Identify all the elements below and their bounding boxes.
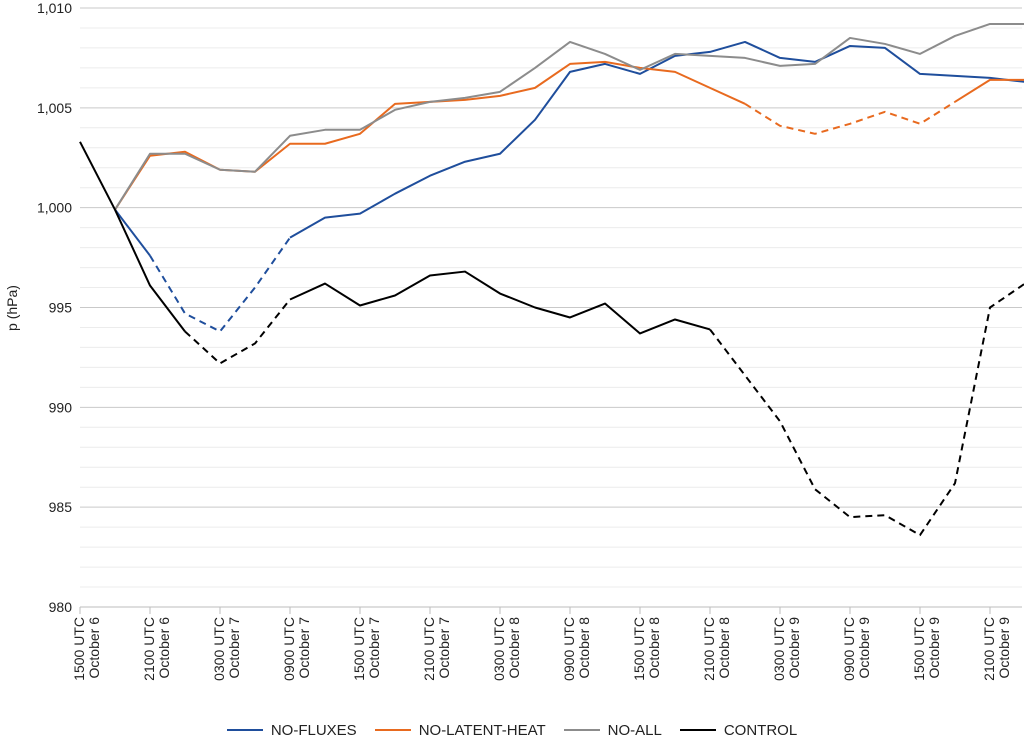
- legend-item: NO-FLUXES: [226, 721, 357, 739]
- legend-item: NO-LATENT-HEAT: [374, 721, 546, 739]
- series-line-segment: [114, 22, 1024, 211]
- x-tick-label: 0900 UTCOctober 7: [281, 617, 312, 681]
- x-axis: 1500 UTCOctober 6 2100 UTCOctober 6 0300 U…: [71, 606, 1022, 681]
- legend-label: NO-FLUXES: [270, 721, 357, 739]
- x-tick-label: 0900 UTCOctober 9: [841, 617, 872, 681]
- series-line-segment: [744, 100, 956, 135]
- y-tick-label: 1,010: [37, 0, 72, 16]
- series-no-all: [114, 22, 1024, 211]
- series-line-segment: [289, 270, 711, 335]
- major-gridlines: [80, 7, 1022, 508]
- x-tick-label: 2100 UTCOctober 7: [421, 617, 452, 681]
- legend-item: NO-ALL: [563, 721, 662, 739]
- y-tick-label: 995: [49, 300, 73, 316]
- y-axis: 980 985 990 995 1,000 1,005 1,010: [37, 0, 72, 615]
- legend-swatch: [226, 729, 263, 731]
- series-lines: [79, 22, 1024, 537]
- x-tick-label: 1500 UTCOctober 6: [71, 617, 102, 681]
- legend-label: NO-LATENT-HEAT: [418, 721, 546, 739]
- series-control: [79, 141, 1024, 537]
- y-tick-label: 980: [49, 599, 73, 615]
- legend-swatch: [563, 729, 600, 731]
- series-line-segment: [79, 141, 186, 333]
- x-tick-label: 0300 UTCOctober 7: [211, 617, 242, 681]
- y-tick-label: 1,000: [37, 200, 72, 216]
- x-tick-label: 0900 UTCOctober 8: [561, 617, 592, 681]
- x-tick-label: 0300 UTCOctober 9: [771, 617, 802, 681]
- legend: NO-FLUXES NO-LATENT-HEAT NO-ALL CONTROL: [0, 718, 1024, 742]
- pressure-line-chart: 1500 UTCOctober 6 2100 UTCOctober 6 0300 U…: [4, 0, 1024, 681]
- x-tick-label: 2100 UTCOctober 6: [141, 617, 172, 681]
- series-no-fluxes: [114, 40, 1024, 333]
- minor-gridlines: [80, 27, 1022, 588]
- x-tick-label: 1500 UTCOctober 8: [631, 617, 662, 681]
- legend-label: CONTROL: [723, 721, 798, 739]
- series-line-segment: [954, 78, 1024, 103]
- legend-item: CONTROL: [679, 721, 798, 739]
- series-line-segment: [114, 209, 151, 257]
- y-tick-label: 990: [49, 399, 73, 415]
- legend-swatch: [679, 729, 716, 731]
- y-tick-label: 985: [49, 499, 73, 515]
- legend-label: NO-ALL: [607, 721, 662, 739]
- x-tick-label: 1500 UTCOctober 7: [351, 617, 382, 681]
- series-line-segment: [149, 237, 291, 333]
- x-tick-label: 2100 UTCOctober 9: [981, 617, 1012, 681]
- x-tick-label: 1500 UTCOctober 9: [911, 617, 942, 681]
- y-tick-label: 1,005: [37, 100, 72, 116]
- legend-swatch: [374, 729, 411, 731]
- x-tick-label: 2100 UTCOctober 8: [701, 617, 732, 681]
- series-line-segment: [289, 40, 1024, 239]
- series-line-segment: [709, 283, 1024, 537]
- x-tick-label: 0300 UTCOctober 8: [491, 617, 522, 681]
- y-axis-title: p (hPa): [4, 285, 20, 331]
